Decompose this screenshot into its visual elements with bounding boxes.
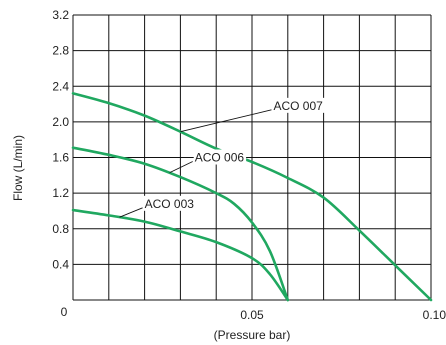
series-line-aco-007: [71, 92, 433, 302]
y-tick-label: 2.4: [52, 79, 69, 93]
y-tick-label: 0.4: [52, 257, 69, 271]
tick-labels: 0.4 0.8 1.2 1.6 2.0 2.4 2.8 3.2 0 0.05 0.10: [52, 8, 446, 322]
y-tick-label: 0.8: [52, 222, 69, 236]
y-tick-label: 2.0: [52, 115, 69, 129]
annotation-label-background: [272, 97, 325, 113]
y-tick-label: 2.8: [52, 44, 69, 58]
annotation-label: ACO 003: [145, 197, 195, 211]
y-tick-label: 1.2: [52, 186, 69, 200]
annotation-leader-line: [180, 109, 272, 133]
annotation-label-background: [143, 195, 196, 211]
y-axis-label: Flow (L/min): [11, 135, 25, 201]
annotation-label: ACO 006: [195, 151, 245, 165]
annotation-label-background: [193, 149, 247, 165]
annotation-leader-line: [119, 207, 143, 218]
series-lines: [71, 92, 433, 302]
annotation-leader-line: [169, 161, 193, 174]
x-tick-label: 0.10: [423, 308, 446, 322]
series-line-aco-003: [71, 208, 290, 302]
x-axis-label: (Pressure bar): [214, 328, 291, 342]
y-tick-label: 1.6: [52, 151, 69, 165]
annotation-label: ACO 007: [273, 99, 323, 113]
y-tick-label: 3.2: [52, 8, 69, 22]
grid: [72, 14, 432, 301]
annotations: ACO 007 ACO 006 ACO 003: [119, 97, 325, 218]
x-tick-label: 0.05: [240, 308, 264, 322]
series-line-aco-006: [71, 146, 290, 302]
x-tick-label: 0: [61, 305, 68, 319]
